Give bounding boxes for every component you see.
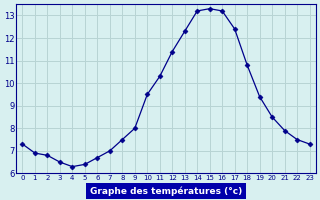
- X-axis label: Graphe des températures (°c): Graphe des températures (°c): [90, 186, 242, 196]
